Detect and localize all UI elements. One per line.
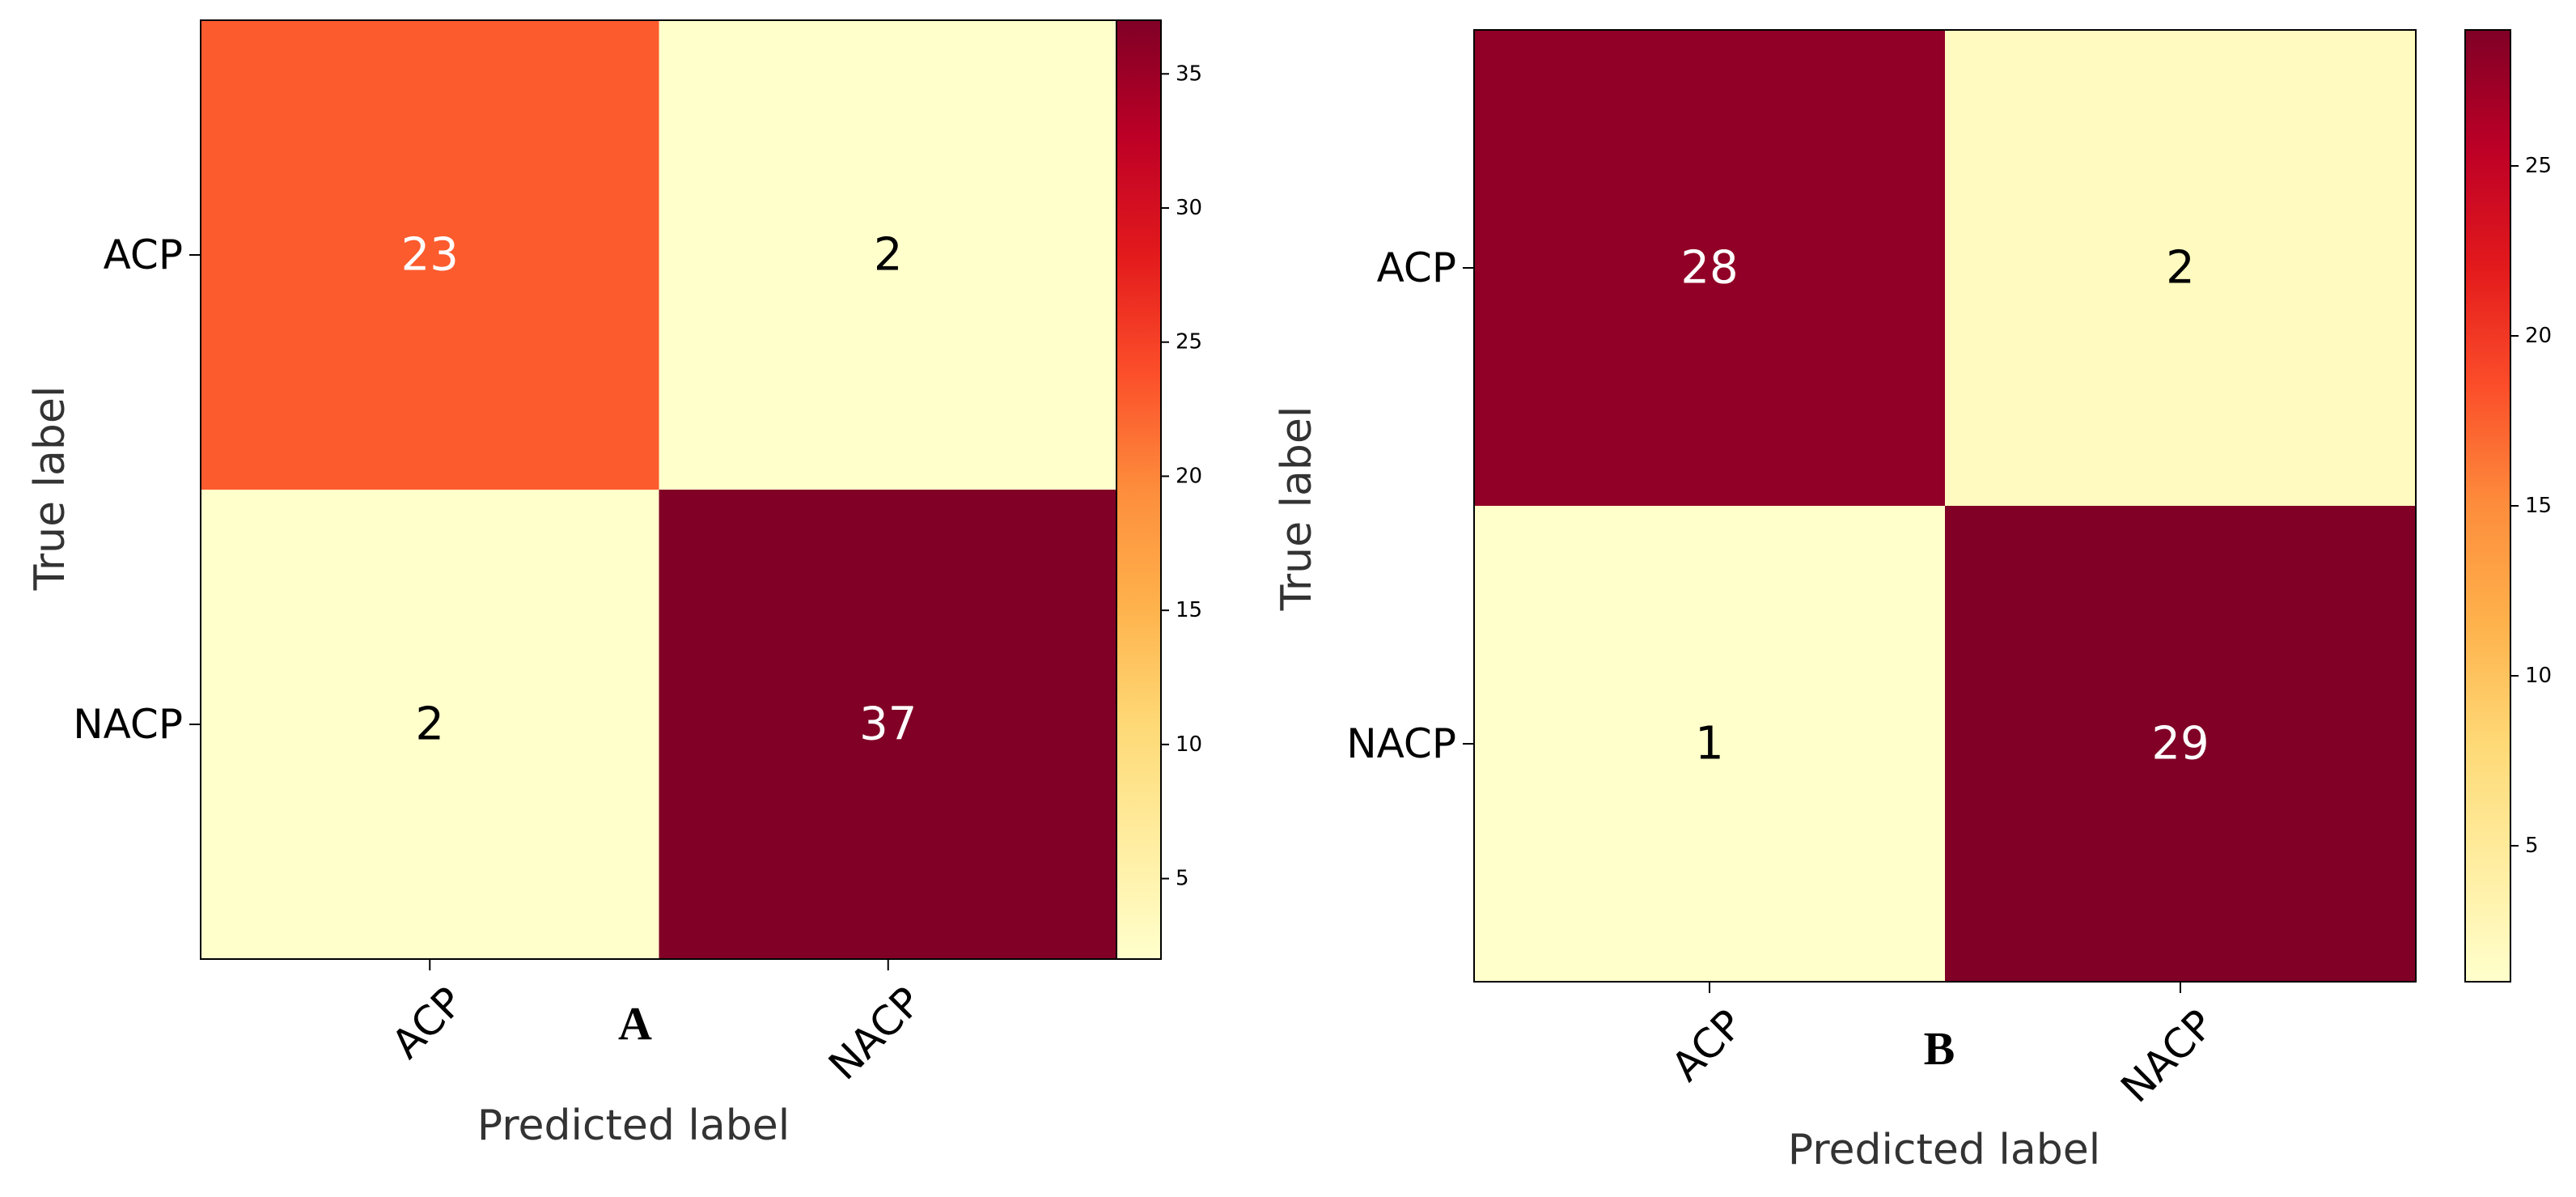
colorbar-tick-label: 10 [1176, 732, 1202, 757]
y-tick-label-acp: ACP [104, 231, 183, 278]
matrix-cell-acp-acp [1474, 30, 1945, 506]
y-axis-label: True label [1273, 406, 1321, 612]
colorbar-tick-label: 10 [2525, 664, 2552, 688]
x-axis-label: Predicted label [477, 1101, 790, 1150]
x-axis-label: Predicted label [1788, 1126, 2100, 1174]
matrix-cell-nacp-acp [201, 490, 659, 959]
cell-value-label: 29 [2151, 718, 2209, 770]
matrix-cell-acp-nacp [1945, 30, 2416, 506]
matrix-cell-nacp-acp [1474, 506, 1945, 982]
colorbar-tick-label: 5 [1176, 867, 1189, 891]
cell-value-label: 2 [415, 698, 444, 751]
cell-value-label: 23 [401, 229, 459, 282]
matrix-cell-acp-acp [201, 20, 659, 490]
y-tick-label-nacp: NACP [73, 701, 183, 748]
colorbar-tick-label: 5 [2525, 834, 2539, 858]
colorbar-tick-label: 20 [1176, 464, 1202, 488]
colorbar-tick-label: 35 [1176, 62, 1202, 86]
matrix-cell-acp-nacp [659, 20, 1117, 490]
x-tick-label-nacp: NACP [2112, 1000, 2222, 1111]
colorbar [2464, 29, 2511, 983]
colorbar-tick-label: 15 [1176, 598, 1202, 622]
matrix-cell-nacp-nacp [1945, 506, 2416, 982]
x-tick-label-acp: ACP [1663, 1000, 1752, 1090]
matrix-cell-nacp-nacp [659, 490, 1117, 959]
cell-value-label: 28 [1680, 242, 1738, 295]
cell-value-label: 1 [1695, 718, 1724, 770]
cell-value-label: 2 [2166, 242, 2195, 295]
y-axis-label: True label [26, 386, 74, 592]
confusion-matrix-panel-a: 23 2 2 37 ACP NACP ACP NACP Predicted label True … [26, 19, 1202, 1150]
x-tick-label-acp: ACP [383, 978, 472, 1068]
colorbar-tick-label: 15 [2525, 494, 2552, 518]
y-tick-label-nacp: NACP [1346, 720, 1456, 767]
cell-value-label: 2 [874, 229, 903, 282]
colorbar-tick-label: 25 [1176, 330, 1202, 354]
colorbar-tick-label: 30 [1176, 196, 1202, 220]
colorbar-tick-label: 25 [2525, 154, 2552, 178]
colorbar [1116, 19, 1162, 960]
x-tick-label-nacp: NACP [820, 978, 930, 1089]
cell-value-label: 37 [859, 698, 917, 751]
panel-label: A [618, 997, 652, 1050]
y-tick-label-acp: ACP [1377, 244, 1456, 291]
panel-label: B [1924, 1022, 1955, 1075]
matrix-frame [1473, 29, 2417, 983]
colorbar-tick-label: 20 [2525, 324, 2552, 348]
